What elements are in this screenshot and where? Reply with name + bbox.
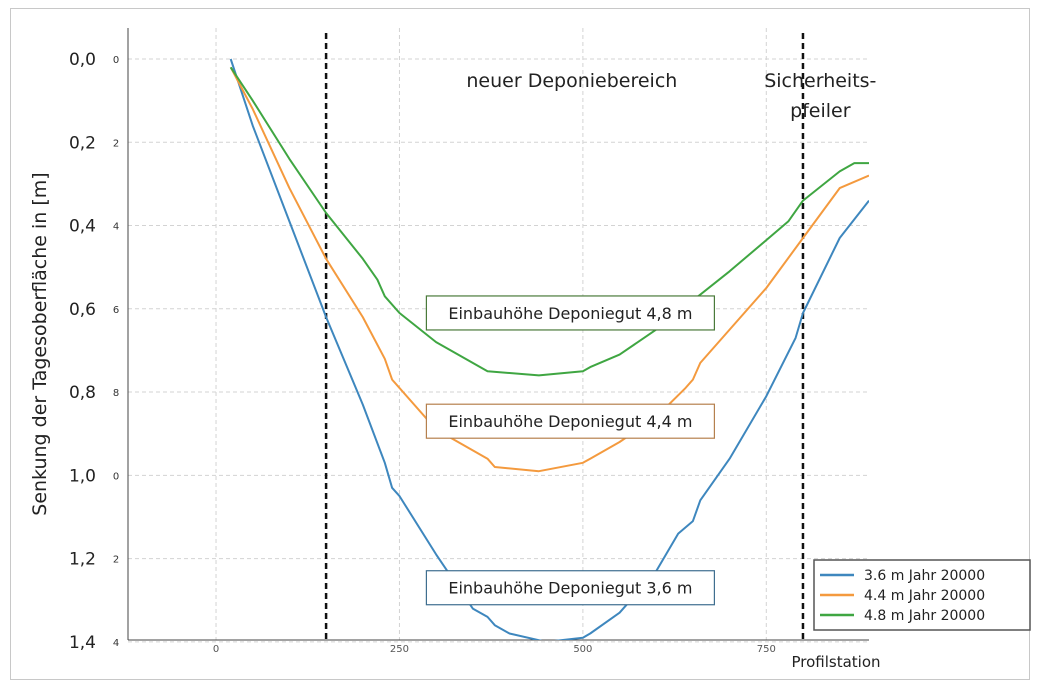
x-tick-labels: 0 250 500 750 [213,644,776,655]
y-secondary-tick-label: 4 [113,638,119,649]
region-label-sicherheitspfeiler-2: pfeiler [790,100,851,122]
annotation-box-1 [425,295,715,331]
region-markers [324,33,805,640]
y-secondary-tick-label: 4 [113,222,119,233]
y-tick-label: 0,4 [69,217,96,237]
y-tick-label: 1,4 [69,633,96,653]
annotation-box-2 [425,403,715,439]
x-tick-label: 0 [213,644,219,655]
y-tick-labels: 0,0 0 0,2 2 0,4 4 0,6 6 0,8 8 1,0 0 1,2 2 1,4 4 [69,50,119,653]
y-tick-label: 1,2 [69,550,96,570]
y-secondary-tick-label: 0 [113,55,119,66]
y-tick-label: 1,0 [69,466,96,486]
y-secondary-tick-label: 6 [113,305,119,316]
chart-frame [10,8,1030,680]
region-label-deponiebereich: neuer Deponiebereich [466,70,677,92]
legend: 3.6 m Jahr 20000 4.4 m Jahr 20000 4.8 m Ja… [813,559,1031,631]
series-lines [229,58,869,640]
series-line-3 [229,66,869,377]
annotation-text-3: Einbauhöhe Deponiegut 3,6 m [448,579,692,598]
x-tick-label: 750 [757,644,776,655]
region-label-sicherheitspfeiler-1: Sicherheits- [764,70,876,92]
y-tick-label: 0,0 [69,50,96,70]
y-tick-label: 0,2 [69,133,96,153]
y-secondary-tick-label: 8 [113,388,119,399]
y-tick-label: 0,6 [69,300,96,320]
legend-label-1: 3.6 m Jahr 20000 [864,568,985,584]
annotation-text-2: Einbauhöhe Deponiegut 4,4 m [448,412,692,431]
y-secondary-tick-label: 0 [113,471,119,482]
grid [128,28,869,643]
legend-label-3: 4.8 m Jahr 20000 [864,608,985,624]
annotation-text-1: Einbauhöhe Deponiegut 4,8 m [448,304,692,323]
annotation-box-3 [425,570,715,606]
x-axis-label: Profilstation [791,653,880,671]
y-axis-label: Senkung der Tagesoberfläche in [m] [29,172,51,515]
axes [127,28,869,641]
y-secondary-tick-label: 2 [113,138,119,149]
y-tick-label: 0,8 [69,383,96,403]
series-line-1 [229,58,869,640]
x-tick-label: 250 [390,644,409,655]
y-secondary-tick-label: 2 [113,555,119,566]
x-tick-label: 500 [573,644,592,655]
text-labels: Senkung der Tagesoberfläche in [m] Profil… [29,70,881,671]
series-line-2 [229,66,869,473]
annotations: Einbauhöhe Deponiegut 4,8 m Einbauhöhe De… [425,295,715,606]
legend-label-2: 4.4 m Jahr 20000 [864,588,985,604]
